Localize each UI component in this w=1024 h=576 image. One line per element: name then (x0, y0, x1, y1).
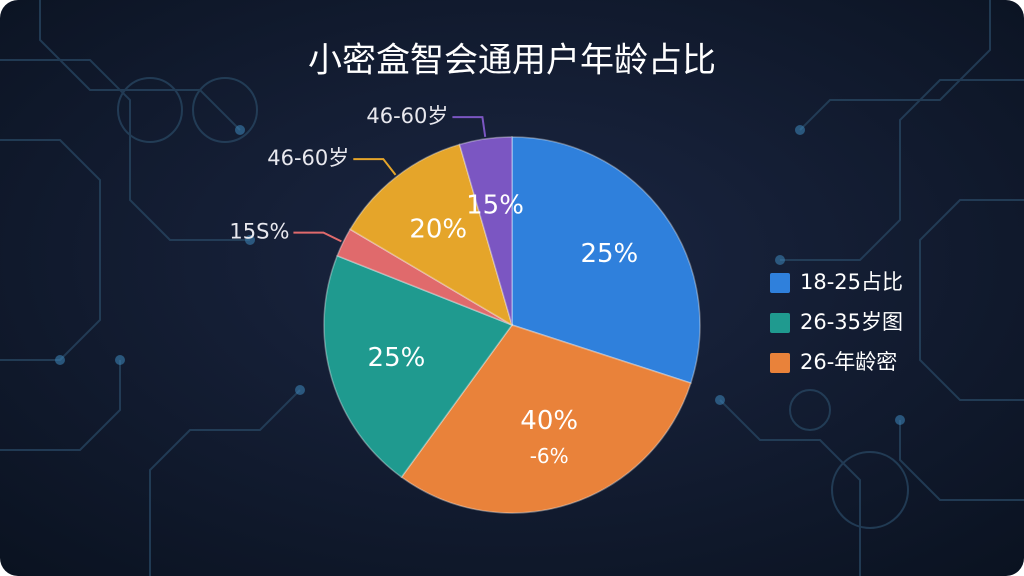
pie-slice (323, 254, 514, 479)
slice-label: 25% (368, 343, 426, 373)
legend-swatch (770, 313, 790, 333)
circuit-nodes (55, 125, 905, 425)
legend-label: 26-35岁图 (800, 310, 903, 334)
callout-leader (452, 116, 487, 138)
callout-leader (353, 158, 397, 176)
callout-leader (293, 231, 342, 243)
legend-swatch (770, 273, 790, 293)
slice-label: 20% (409, 214, 467, 244)
pie-slice (511, 136, 701, 385)
pie-slice (400, 324, 692, 514)
legend-label: 26-年龄密 (800, 350, 897, 374)
slice-label: -6% (530, 444, 569, 468)
pie-slice (458, 136, 513, 326)
callout-label: 15S% (229, 220, 289, 244)
slice-label: 15% (466, 190, 524, 220)
pie-slice (349, 143, 514, 327)
legend-label: 18-25占比 (800, 270, 903, 294)
slice-label: 25% (580, 239, 638, 269)
chart-title: 小密盒智会通用户年龄占比 (308, 41, 716, 81)
slice-label: 40% (520, 406, 578, 436)
pie-slice (336, 228, 513, 326)
callout-label: 46-60岁 (267, 146, 349, 170)
callout-label: 46-60岁 (366, 104, 448, 128)
legend-swatch (770, 353, 790, 373)
